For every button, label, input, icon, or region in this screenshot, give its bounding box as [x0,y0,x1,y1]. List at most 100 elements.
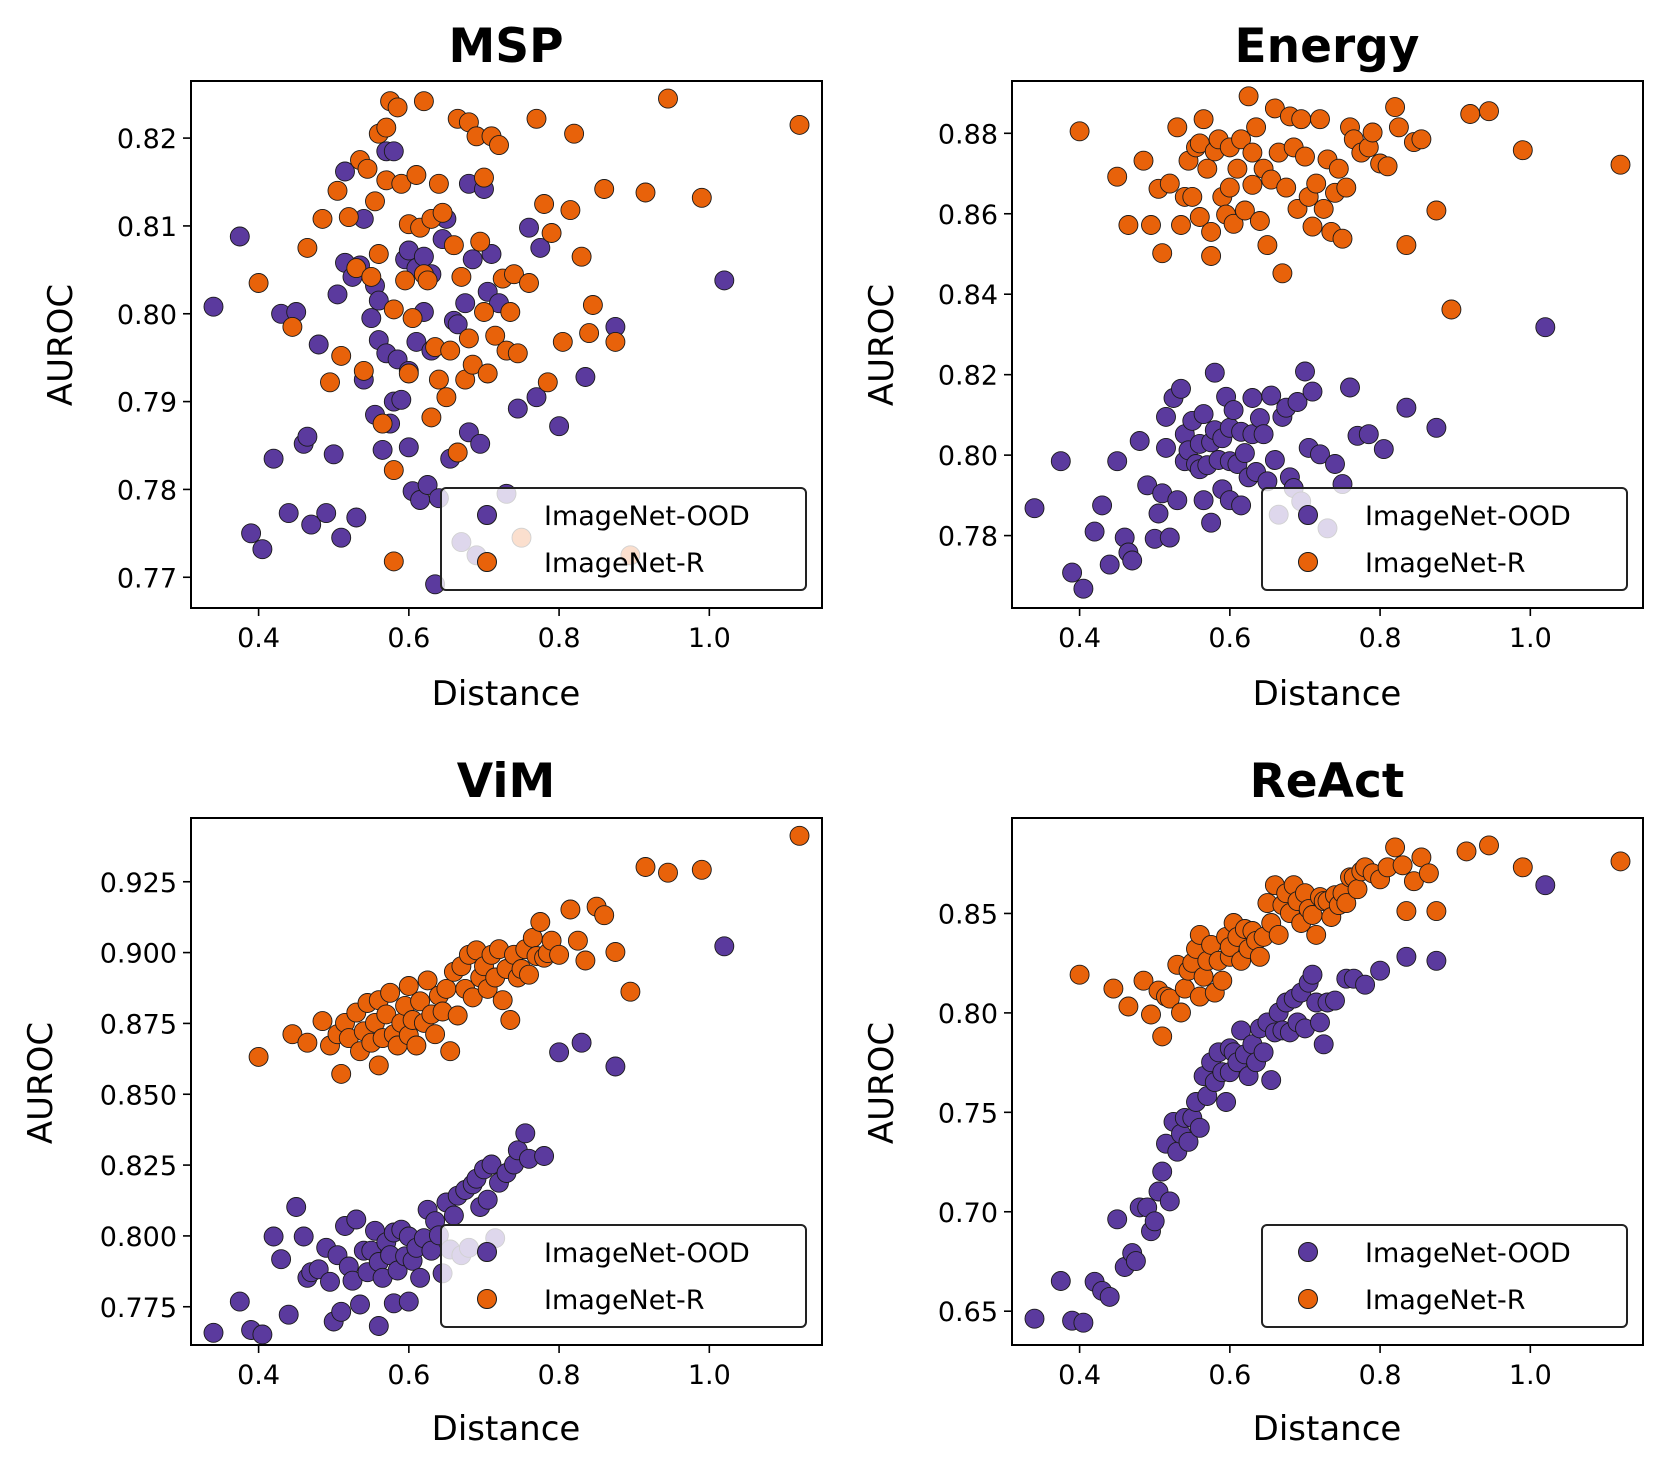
point-r-16 [368,1055,389,1076]
point-r-44 [451,266,472,287]
y-tick-label: 0.88 [938,119,998,150]
point-ood-72 [549,416,570,437]
legend-marker-imagenet-r [1298,1289,1318,1309]
xlabel-energy: Distance [1253,674,1402,714]
point-ood-59 [481,1154,502,1175]
point-r-22 [1212,970,1233,991]
point-ood-11 [308,334,329,355]
point-ood-34 [1204,362,1225,383]
y-tick-label: 0.875 [100,1009,177,1040]
point-r-46 [1295,146,1315,167]
point-r-48 [462,354,483,375]
point-r-12 [1182,186,1203,207]
xlabel-vim: Distance [432,1409,581,1449]
point-r-72 [635,857,656,877]
point-ood-14 [1144,1211,1165,1232]
point-r-72 [1460,104,1481,124]
point-ood-5 [271,1249,292,1270]
x-tick-label: 1.0 [688,1360,731,1391]
y-tick-label: 0.925 [100,868,177,899]
point-r-32 [1242,174,1263,195]
point-r-48 [1302,216,1323,237]
point-r-75 [789,825,810,846]
point-ood-37 [398,1291,419,1312]
point-r-79 [691,187,712,208]
point-r-41 [1276,177,1297,198]
point-ood-26 [368,1316,389,1336]
point-ood-42 [406,331,427,352]
x-tick-label: 0.8 [538,1360,581,1391]
point-r-33 [1249,946,1270,967]
point-r-19 [1201,221,1222,242]
ylabel-msp: AUROC [41,284,81,406]
y-tick-label: 0.800 [100,1222,177,1253]
point-ood-20 [1167,490,1188,511]
point-ood-33 [1201,512,1222,533]
point-ood-33 [1216,1092,1237,1112]
x-tick-label: 1.0 [1509,1360,1552,1391]
x-tick-label: 0.8 [538,623,581,654]
point-r-27 [402,308,423,329]
point-ood-5 [1092,495,1113,516]
point-ood-71 [714,936,735,957]
point-ood-68 [1426,950,1447,971]
point-r-52 [500,1010,521,1030]
point-ood-0 [203,296,224,317]
point-r-64 [526,108,547,129]
point-ood-6 [1099,554,1120,575]
point-r-78 [658,88,678,109]
point-r-43 [447,442,468,463]
point-ood-3 [1073,1312,1094,1333]
point-ood-62 [470,433,491,454]
point-r-8 [1159,988,1180,1009]
ylabel-energy: AUROC [862,284,902,406]
point-r-18 [1201,246,1222,266]
point-r-34 [421,407,442,428]
point-r-23 [391,173,412,194]
point-ood-77 [1535,317,1556,338]
panel-react: ReAct Distance AUROC 0.4 0.6 0.8 1.0 0.65 0.7… [862,754,1644,1449]
point-r-53 [477,363,498,384]
point-ood-75 [714,270,735,291]
point-ood-65 [1355,974,1376,995]
point-ood-70 [605,1056,626,1077]
point-r-50 [1310,109,1330,130]
point-r-0 [248,273,269,293]
point-r-51 [1313,198,1334,219]
point-r-70 [564,123,585,144]
point-ood-29 [1193,404,1214,425]
point-r-28 [410,991,431,1012]
point-r-38 [1268,924,1289,945]
point-ood-0 [1024,498,1045,519]
point-ood-57 [1302,964,1323,985]
point-r-65 [534,194,555,214]
y-tick-label: 0.82 [938,361,998,392]
point-r-4 [320,372,340,393]
point-ood-75 [1396,397,1417,418]
y-tick-label: 0.85 [938,899,998,930]
point-r-2 [297,1032,318,1053]
point-ood-8 [293,1226,314,1247]
point-r-80 [789,114,810,135]
point-r-31 [1242,142,1263,163]
legend-marker-imagenet-ood [477,505,497,525]
axes-frame [1011,817,1644,1346]
point-r-29 [1234,200,1255,221]
point-r-73 [1479,101,1499,122]
point-r-13 [365,191,385,212]
x-tick-label: 0.6 [1208,623,1251,654]
point-ood-13 [320,1271,340,1292]
point-r-73 [658,862,678,883]
point-ood-4 [263,1226,284,1247]
point-r-32 [417,270,438,291]
point-r-1 [1107,166,1128,187]
point-r-74 [1512,857,1533,878]
legend-msp: ImageNet-OOD ImageNet-R [440,487,807,591]
point-r-70 [1426,200,1447,221]
point-r-71 [1426,901,1447,922]
point-ood-39 [398,437,419,458]
point-r-30 [413,91,434,112]
x-tick-label: 0.4 [237,623,280,654]
point-r-6 [331,1063,352,1084]
point-ood-65 [481,244,502,264]
